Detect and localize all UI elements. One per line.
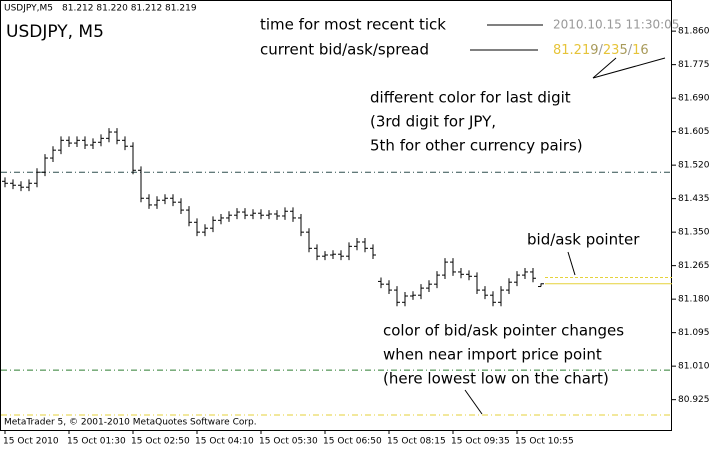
y-tick-label: 81.010 xyxy=(678,362,710,372)
price-segment: 6 xyxy=(640,43,648,58)
x-tick-label: 15 Oct 05:30 xyxy=(259,437,318,447)
annotation: color of bid/ask pointer changes xyxy=(383,322,624,340)
annotation: bid/ask pointer xyxy=(527,231,640,249)
price-display: 81.219/235/16 xyxy=(553,43,649,58)
annotation: current bid/ask/spread xyxy=(260,41,429,59)
y-tick-label: 81.690 xyxy=(678,94,710,104)
annotation: time for most recent tick xyxy=(260,16,446,34)
x-tick-label: 15 Oct 09:35 xyxy=(451,437,510,447)
x-tick-label: 15 Oct 02:50 xyxy=(131,437,190,447)
x-tick-label: 15 Oct 10:55 xyxy=(515,437,574,447)
price-segment: / xyxy=(599,43,604,58)
pointer-line xyxy=(567,251,576,276)
pointer-line xyxy=(592,57,666,79)
annotation: 5th for other currency pairs) xyxy=(370,137,583,155)
x-tick-label: 15 Oct 2010 xyxy=(3,437,59,447)
annotation-lines xyxy=(464,24,666,415)
price-segment: 5 xyxy=(619,43,627,58)
price-segment: 9 xyxy=(590,43,598,58)
y-tick-label: 80.925 xyxy=(678,395,710,405)
y-tick-label: 81.265 xyxy=(678,261,710,271)
y-tick-label: 81.605 xyxy=(678,127,710,137)
y-tick-label: 81.520 xyxy=(678,161,710,171)
price-segment: / xyxy=(628,43,633,58)
annotation: (here lowest low on the chart) xyxy=(383,370,609,388)
annotation: when near import price point xyxy=(383,346,602,364)
pointer-line xyxy=(592,57,617,79)
y-tick-label: 81.180 xyxy=(678,295,710,305)
y-tick-label: 81.775 xyxy=(678,60,710,70)
y-tick-label: 81.860 xyxy=(678,27,710,37)
x-tick-label: 15 Oct 06:50 xyxy=(323,437,382,447)
plot-frame xyxy=(0,0,672,431)
price-segment: 23 xyxy=(603,43,620,58)
price-segment: 1 xyxy=(632,43,640,58)
copyright: MetaTrader 5, © 2001-2010 MetaQuotes Sof… xyxy=(4,418,257,428)
x-tick-label: 15 Oct 04:10 xyxy=(195,437,254,447)
y-tick-label: 81.435 xyxy=(678,194,710,204)
pointer-line xyxy=(464,389,483,415)
price-segment: 81.21 xyxy=(553,43,590,58)
x-tick-label: 15 Oct 08:15 xyxy=(387,437,446,447)
ohlc-text: 81.212 81.220 81.212 81.219 xyxy=(62,4,197,14)
tick-time: 2010.10.15 11:30:05 xyxy=(553,18,679,32)
symbol-line: USDJPY,M5 xyxy=(4,4,53,14)
y-tick-label: 81.350 xyxy=(678,228,710,238)
y-tick-label: 81.095 xyxy=(678,328,710,338)
annotation: different color for last digit xyxy=(370,89,571,107)
x-tick-label: 15 Oct 01:30 xyxy=(67,437,126,447)
chart-title: USDJPY, M5 xyxy=(6,22,104,42)
annotation: (3rd digit for JPY, xyxy=(370,113,496,131)
